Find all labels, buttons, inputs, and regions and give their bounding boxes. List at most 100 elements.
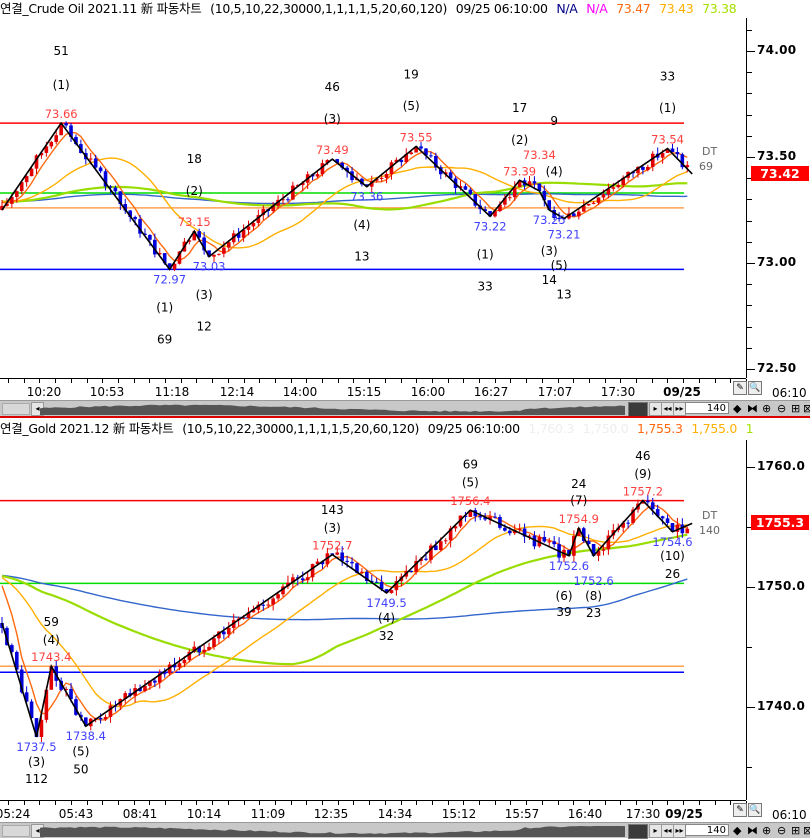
time-tick (714, 801, 716, 805)
magnify-icon[interactable]: 🔍 (748, 381, 762, 395)
zoom-out-icon[interactable]: ⊖ (777, 824, 787, 837)
candle (49, 140, 54, 149)
chart-scrollbar[interactable]: ◂ ▸ ◂◂ ▸▸ 140 ◆ ⧓ ⊕ ⊖ ⊞ ⊠ (0, 822, 810, 839)
candle-body (153, 239, 157, 255)
time-tick (730, 801, 732, 805)
close-icon[interactable]: ⊠ (803, 824, 810, 837)
scroll-thumb[interactable] (628, 402, 648, 417)
candle-body (24, 692, 29, 702)
candle (59, 123, 63, 136)
time-tick (149, 379, 151, 383)
candle (310, 563, 315, 582)
time-tick (416, 379, 418, 383)
time-tick (243, 379, 245, 383)
candle-body (291, 577, 295, 583)
candle-body (443, 540, 448, 542)
time-tick (604, 379, 606, 383)
chart-scrollbar[interactable]: ◂ ▸ ◂◂ ▸▸ 140 ◆ ⧓ ⊕ ⊖ ⊞ ⊠ (0, 400, 810, 417)
diamond-icon[interactable]: ◆ (733, 824, 742, 837)
candle (153, 233, 157, 258)
wave-count-label: (2) (186, 184, 203, 198)
draw-tool-icon[interactable]: ✎ (733, 381, 747, 395)
candle-body (69, 125, 73, 137)
candle-body (10, 196, 14, 204)
axis-major-tick (747, 263, 755, 264)
price-axis[interactable]: 1760.0 1750.0 1740.0 1755.3 (746, 440, 810, 800)
candle-body (419, 146, 423, 149)
candle-body (527, 181, 532, 186)
candle-body (217, 253, 221, 255)
time-tick (541, 379, 543, 383)
candle (49, 666, 54, 690)
candle-body (577, 528, 581, 537)
candle-body (103, 171, 108, 187)
candle-body (646, 166, 650, 170)
candle-body (365, 571, 369, 582)
candle-body (468, 189, 473, 195)
wave-count-label: (4) (353, 218, 370, 232)
candle-body (222, 631, 226, 635)
candle-body (488, 516, 492, 520)
grid-icon[interactable]: ⊞ (791, 824, 801, 837)
gold-price-chart[interactable]: 1737.5 1743.4 1738.4 1752.7 1749.5 1756.4 1752… (0, 440, 746, 800)
grid-icon[interactable]: ⊞ (791, 402, 801, 415)
candle-body (507, 530, 512, 534)
pane-divider[interactable] (0, 416, 810, 418)
candle-body (478, 516, 483, 518)
time-axis-label: 12:14 (219, 385, 255, 399)
candle-body (532, 181, 537, 184)
candle-body (374, 581, 379, 583)
scroll-grip[interactable] (2, 403, 30, 415)
time-tick (636, 801, 637, 805)
wave-count-label: (1) (156, 301, 173, 315)
wave-count-label: (3) (28, 755, 45, 769)
magnify-icon[interactable]: 🔍 (748, 803, 762, 817)
axis-tick (747, 527, 752, 528)
candle (74, 696, 78, 716)
time-tick (23, 801, 25, 805)
price-axis[interactable]: 74.00 73.50 73.00 72.50 73.42 (746, 18, 810, 378)
time-tick (463, 379, 465, 383)
time-tick (8, 379, 9, 383)
candle-body (108, 186, 113, 188)
candle-body (591, 544, 596, 556)
candle (69, 122, 73, 142)
candle-body (19, 182, 24, 192)
wave-count-label: 13 (556, 287, 571, 301)
end-tag-label: DT (702, 509, 717, 522)
candle (167, 661, 172, 676)
draw-tool-icon[interactable]: ✎ (733, 803, 747, 817)
candle-body (596, 197, 601, 203)
bar-count-input[interactable]: 140 (685, 402, 729, 414)
scroll-grip[interactable] (2, 825, 30, 837)
diamond-icon[interactable]: ◆ (733, 402, 742, 415)
pivot-price-label: 73.22 (474, 219, 507, 233)
candle (350, 557, 354, 569)
wave-count-label: 46 (635, 449, 650, 463)
candle (434, 152, 438, 171)
candle-body (172, 263, 177, 270)
zoom-in-icon[interactable]: ⊕ (762, 824, 772, 837)
candle-body (192, 646, 197, 652)
axis-tick (747, 114, 752, 116)
candle-body (665, 518, 670, 524)
time-axis-label: 16:27 (473, 385, 509, 399)
candle (365, 569, 369, 584)
wave-count-label: 39 (556, 605, 571, 619)
candle (660, 515, 665, 525)
candle (650, 151, 655, 172)
bar-count-input[interactable]: 140 (685, 824, 729, 836)
zoom-out-icon[interactable]: ⊖ (777, 402, 787, 415)
zoom-in-icon[interactable]: ⊕ (762, 402, 772, 415)
fit-icon[interactable]: ⧓ (747, 824, 758, 837)
candle-body (187, 651, 192, 660)
moving-average-5 (1, 131, 688, 262)
candle-body (350, 561, 354, 564)
close-icon[interactable]: ⊠ (803, 402, 810, 415)
candle (473, 507, 478, 522)
indicator-value: 1 (745, 421, 754, 436)
candle-body (365, 184, 369, 187)
axis-major-tick (747, 587, 755, 588)
fit-icon[interactable]: ⧓ (747, 402, 758, 415)
crude-oil-price-chart[interactable]: 73.66 72.97 73.15 73.03 73.49 73.36 73.55 73.22… (0, 18, 746, 378)
